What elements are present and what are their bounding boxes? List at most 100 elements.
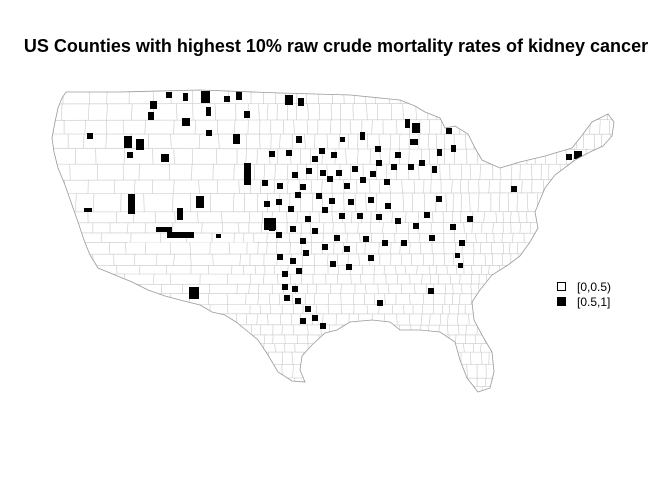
high-rate-county — [385, 203, 391, 209]
high-rate-county — [282, 271, 288, 277]
high-rate-county — [224, 96, 230, 102]
high-rate-county — [201, 91, 210, 103]
high-rate-county — [340, 137, 345, 142]
high-rate-county — [322, 244, 328, 250]
high-rate-county — [206, 130, 212, 136]
high-rate-county — [303, 250, 309, 256]
high-rate-county — [352, 166, 358, 172]
high-rate-county — [320, 323, 326, 329]
high-rate-county — [167, 232, 194, 238]
high-rate-county — [535, 240, 541, 246]
high-rate-county — [269, 225, 275, 231]
high-rate-county — [127, 152, 133, 158]
high-rate-county — [305, 216, 311, 222]
high-rate-county — [286, 150, 292, 156]
high-rate-county — [429, 235, 435, 241]
high-rate-county — [375, 146, 381, 152]
high-rate-county — [295, 298, 301, 304]
high-rate-county — [459, 240, 465, 246]
high-rate-county — [276, 199, 282, 205]
high-rate-county — [282, 284, 288, 290]
high-rate-county — [305, 306, 311, 312]
high-rate-county — [233, 134, 240, 144]
high-rate-county — [156, 227, 172, 232]
high-rate-county — [322, 207, 328, 213]
high-rate-county — [574, 151, 582, 159]
county-borders — [52, 90, 614, 392]
high-rate-county — [285, 95, 293, 105]
high-rate-county — [128, 194, 135, 214]
high-rate-county — [370, 171, 376, 177]
high-rate-county — [467, 216, 473, 222]
high-rate-county — [348, 199, 354, 205]
high-rate-county — [566, 154, 572, 160]
high-rate-county — [327, 176, 333, 182]
high-rate-county — [344, 246, 350, 252]
high-rate-county — [455, 253, 460, 258]
high-rate-county — [376, 214, 382, 220]
high-rate-county — [161, 154, 169, 162]
high-rate-county — [196, 196, 204, 208]
high-rate-county — [84, 208, 92, 212]
high-rate-county — [292, 172, 298, 178]
high-rate-county — [331, 152, 337, 158]
high-rate-county — [148, 112, 154, 120]
high-rate-county — [334, 235, 340, 241]
high-rate-county — [428, 288, 434, 294]
legend-item-low: [0,0.5) — [557, 279, 611, 294]
high-rate-county — [451, 145, 456, 152]
high-rate-county — [276, 232, 282, 238]
high-rate-county — [298, 98, 304, 106]
high-rate-county — [395, 152, 401, 158]
high-rate-county — [306, 168, 312, 174]
high-rate-county — [269, 151, 275, 157]
high-rate-county — [413, 223, 419, 229]
high-rate-county — [360, 132, 365, 140]
high-rate-county — [288, 206, 294, 212]
high-rate-county — [446, 128, 452, 134]
high-rate-county — [290, 258, 296, 264]
high-rate-county — [368, 197, 374, 203]
high-rate-county — [150, 101, 157, 109]
high-rate-county — [329, 198, 335, 204]
legend-item-high: [0.5,1] — [557, 294, 611, 309]
high-rate-county — [424, 212, 430, 218]
us-outline — [51, 89, 615, 393]
high-rate-county — [264, 201, 270, 207]
high-rate-county — [419, 160, 425, 166]
high-rate-county — [401, 240, 407, 246]
high-rate-county — [357, 213, 363, 219]
high-rate-county — [408, 164, 414, 170]
high-rate-county — [320, 170, 326, 176]
high-rate-county — [458, 263, 463, 268]
high-rate-county — [189, 287, 199, 299]
high-rate-county — [312, 156, 318, 162]
high-rate-county — [284, 295, 290, 301]
high-rate-county — [277, 183, 283, 189]
high-rate-county — [312, 315, 318, 321]
high-rate-county — [330, 261, 336, 267]
high-rate-county — [432, 166, 437, 173]
high-rate-county — [277, 254, 283, 260]
high-rate-county — [405, 119, 410, 128]
high-rate-county — [216, 234, 221, 238]
high-rate-county — [339, 213, 345, 219]
legend-swatch-low — [557, 282, 566, 291]
high-rate-county — [344, 183, 350, 189]
high-rate-county — [295, 192, 301, 198]
high-rate-county — [391, 164, 397, 170]
high-rate-county — [384, 179, 390, 185]
high-rate-county — [312, 228, 318, 234]
high-rate-county — [296, 136, 302, 143]
high-rate-county — [377, 300, 383, 306]
high-rate-county — [183, 93, 188, 101]
high-rate-county — [363, 236, 369, 242]
high-rate-county — [262, 180, 268, 186]
high-rate-county — [290, 226, 296, 232]
high-rate-county — [236, 91, 242, 100]
high-rate-county — [410, 139, 418, 145]
high-rate-county — [300, 318, 306, 324]
legend-swatch-high — [557, 297, 566, 306]
high-rate-county — [382, 240, 388, 246]
